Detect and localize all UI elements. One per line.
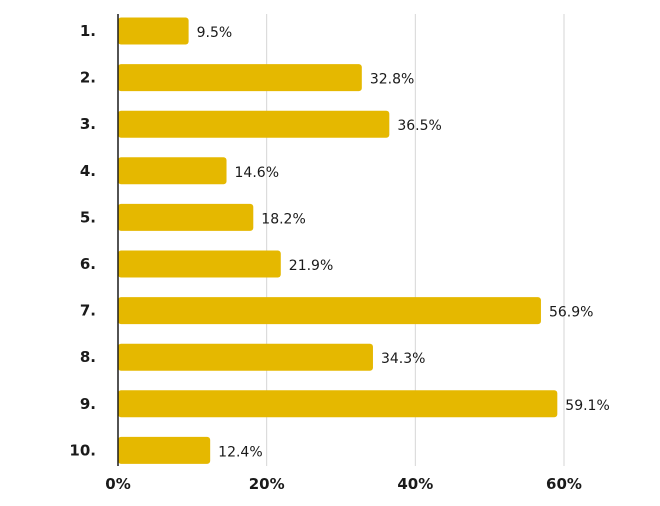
value-label-8: 34.3%: [381, 351, 425, 367]
x-tick-label-60: 60%: [546, 475, 582, 493]
bar-8: [118, 343, 373, 371]
value-label-2: 32.8%: [370, 72, 414, 88]
x-tick-label-20: 20%: [249, 475, 285, 493]
bar-1: [118, 17, 189, 45]
category-label-4: 4.: [80, 162, 96, 180]
value-label-6: 21.9%: [289, 258, 333, 274]
value-label-3: 36.5%: [397, 118, 441, 134]
bar-5: [118, 203, 254, 231]
value-label-10: 12.4%: [218, 444, 262, 460]
category-label-5: 5.: [80, 208, 96, 226]
category-label-3: 3.: [80, 115, 96, 133]
value-label-5: 18.2%: [261, 211, 305, 227]
bar-7: [118, 297, 541, 325]
bar-2: [118, 64, 362, 92]
category-label-6: 6.: [80, 255, 96, 273]
bar-6: [118, 250, 281, 278]
category-label-7: 7.: [80, 302, 96, 320]
value-label-7: 56.9%: [549, 305, 593, 321]
bars: [118, 17, 558, 464]
category-label-2: 2.: [80, 69, 96, 87]
bar-10: [118, 436, 211, 464]
category-label-9: 9.: [80, 395, 96, 413]
category-label-10: 10.: [69, 441, 96, 459]
value-label-1: 9.5%: [197, 25, 233, 41]
bar-4: [118, 157, 227, 185]
x-tick-label-40: 40%: [397, 475, 433, 493]
bar-9: [118, 390, 558, 418]
value-label-9: 59.1%: [565, 398, 609, 414]
value-label-4: 14.6%: [235, 165, 279, 181]
category-label-1: 1.: [80, 22, 96, 40]
labels: 1. 9.5% 2. 32.8% 3. 36.5% 4. 14.6% 5. 18.2% 6. 21.9…: [69, 22, 609, 493]
bar-3: [118, 110, 390, 138]
category-label-8: 8.: [80, 348, 96, 366]
x-tick-label-0: 0%: [105, 475, 130, 493]
